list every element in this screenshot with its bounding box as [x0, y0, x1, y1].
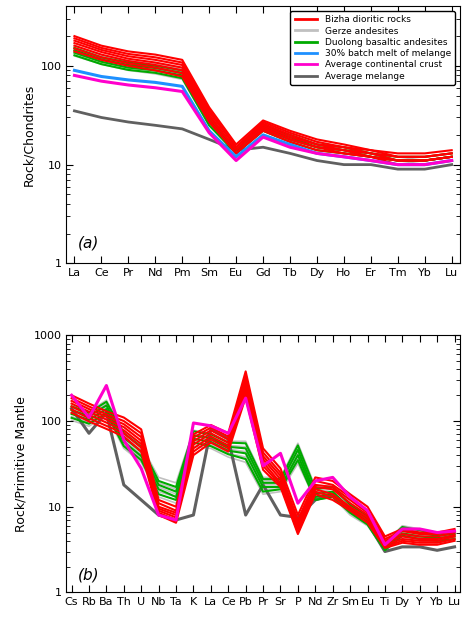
Legend: Bizha dioritic rocks, Gerze andesites, Duolong basaltic andesites, 30% batch mel: Bizha dioritic rocks, Gerze andesites, D… [290, 11, 455, 85]
Y-axis label: Rock/Chondrites: Rock/Chondrites [22, 83, 35, 186]
Text: (a): (a) [78, 236, 100, 250]
Y-axis label: Rock/Primitive Mantle: Rock/Primitive Mantle [15, 396, 28, 532]
Text: (b): (b) [78, 567, 100, 582]
